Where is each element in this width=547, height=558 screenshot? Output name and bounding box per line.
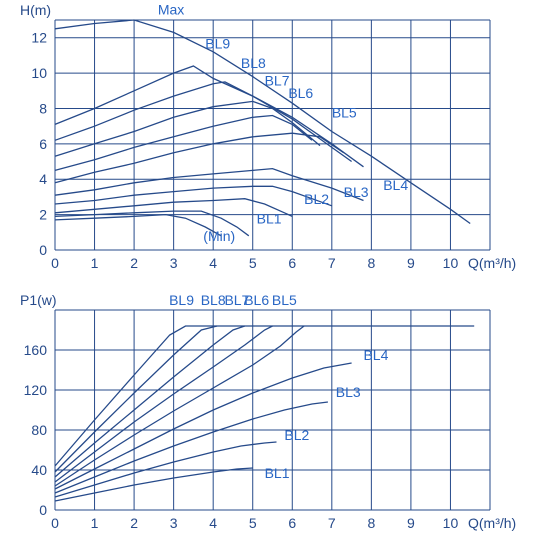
series-label-BL8: BL8	[241, 55, 266, 71]
series-label-BL3: BL3	[336, 384, 361, 400]
series-label-BL1: BL1	[265, 465, 290, 481]
x-tick: 7	[328, 255, 336, 271]
pump-curves-figure: 012345678910024681012H(m)Q(m³/h)MaxBL9BL…	[0, 0, 547, 558]
series-label-BL2: BL2	[284, 427, 309, 443]
x-tick: 6	[288, 515, 296, 531]
series-label-BL5: BL5	[332, 104, 357, 120]
x-axis-label: Q(m³/h)	[468, 515, 516, 531]
series-label-BL4: BL4	[383, 177, 408, 193]
y-tick: 160	[24, 342, 48, 358]
y-tick: 0	[39, 242, 47, 258]
x-tick: 2	[130, 255, 138, 271]
y-axis-label: P1(w)	[20, 292, 57, 308]
x-tick: 10	[443, 255, 459, 271]
x-tick: 9	[407, 255, 415, 271]
series-label-(Min): (Min)	[203, 228, 235, 244]
y-tick: 10	[31, 65, 47, 81]
series-top-label-BL6: BL6	[244, 292, 269, 308]
series-top-label-BL8: BL8	[201, 292, 226, 308]
series-label-Max: Max	[158, 2, 184, 18]
x-axis-label: Q(m³/h)	[468, 255, 516, 271]
series-label-BL2: BL2	[304, 191, 329, 207]
curve-BL6	[55, 326, 273, 482]
curve-BL6	[55, 116, 312, 171]
x-tick: 6	[288, 255, 296, 271]
x-tick: 4	[209, 515, 217, 531]
y-tick: 6	[39, 136, 47, 152]
series-label-BL1: BL1	[257, 210, 282, 226]
series-label-BL6: BL6	[288, 85, 313, 101]
y-tick: 2	[39, 207, 47, 223]
x-tick: 7	[328, 515, 336, 531]
x-tick: 9	[407, 515, 415, 531]
series-label-BL4: BL4	[363, 347, 388, 363]
y-tick: 8	[39, 100, 47, 116]
curve-BL9	[55, 66, 364, 167]
y-tick: 120	[24, 382, 48, 398]
x-tick: 2	[130, 515, 138, 531]
y-tick: 40	[31, 462, 47, 478]
curve-Max	[55, 20, 470, 224]
y-tick: 80	[31, 422, 47, 438]
y-tick: 4	[39, 171, 47, 187]
x-tick: 10	[443, 515, 459, 531]
x-tick: 4	[209, 255, 217, 271]
curve-(Min)	[55, 215, 221, 236]
series-top-label-BL9: BL9	[169, 292, 194, 308]
series-label-BL3: BL3	[344, 184, 369, 200]
x-tick: 8	[367, 515, 375, 531]
x-tick: 1	[91, 515, 99, 531]
charts-svg: 012345678910024681012H(m)Q(m³/h)MaxBL9BL…	[0, 0, 547, 558]
x-tick: 3	[170, 515, 178, 531]
series-top-label-BL5: BL5	[272, 292, 297, 308]
x-tick: 5	[249, 515, 257, 531]
series-label-BL7: BL7	[265, 72, 290, 88]
curve-BL8	[55, 326, 217, 472]
y-axis-label: H(m)	[20, 2, 51, 18]
curve-BL1	[55, 468, 253, 501]
x-tick: 5	[249, 255, 257, 271]
x-tick: 8	[367, 255, 375, 271]
x-tick: 0	[51, 515, 59, 531]
y-tick: 12	[31, 30, 47, 46]
series-label-BL9: BL9	[205, 35, 230, 51]
y-tick: 0	[39, 502, 47, 518]
x-tick: 3	[170, 255, 178, 271]
x-tick: 1	[91, 255, 99, 271]
x-tick: 0	[51, 255, 59, 271]
